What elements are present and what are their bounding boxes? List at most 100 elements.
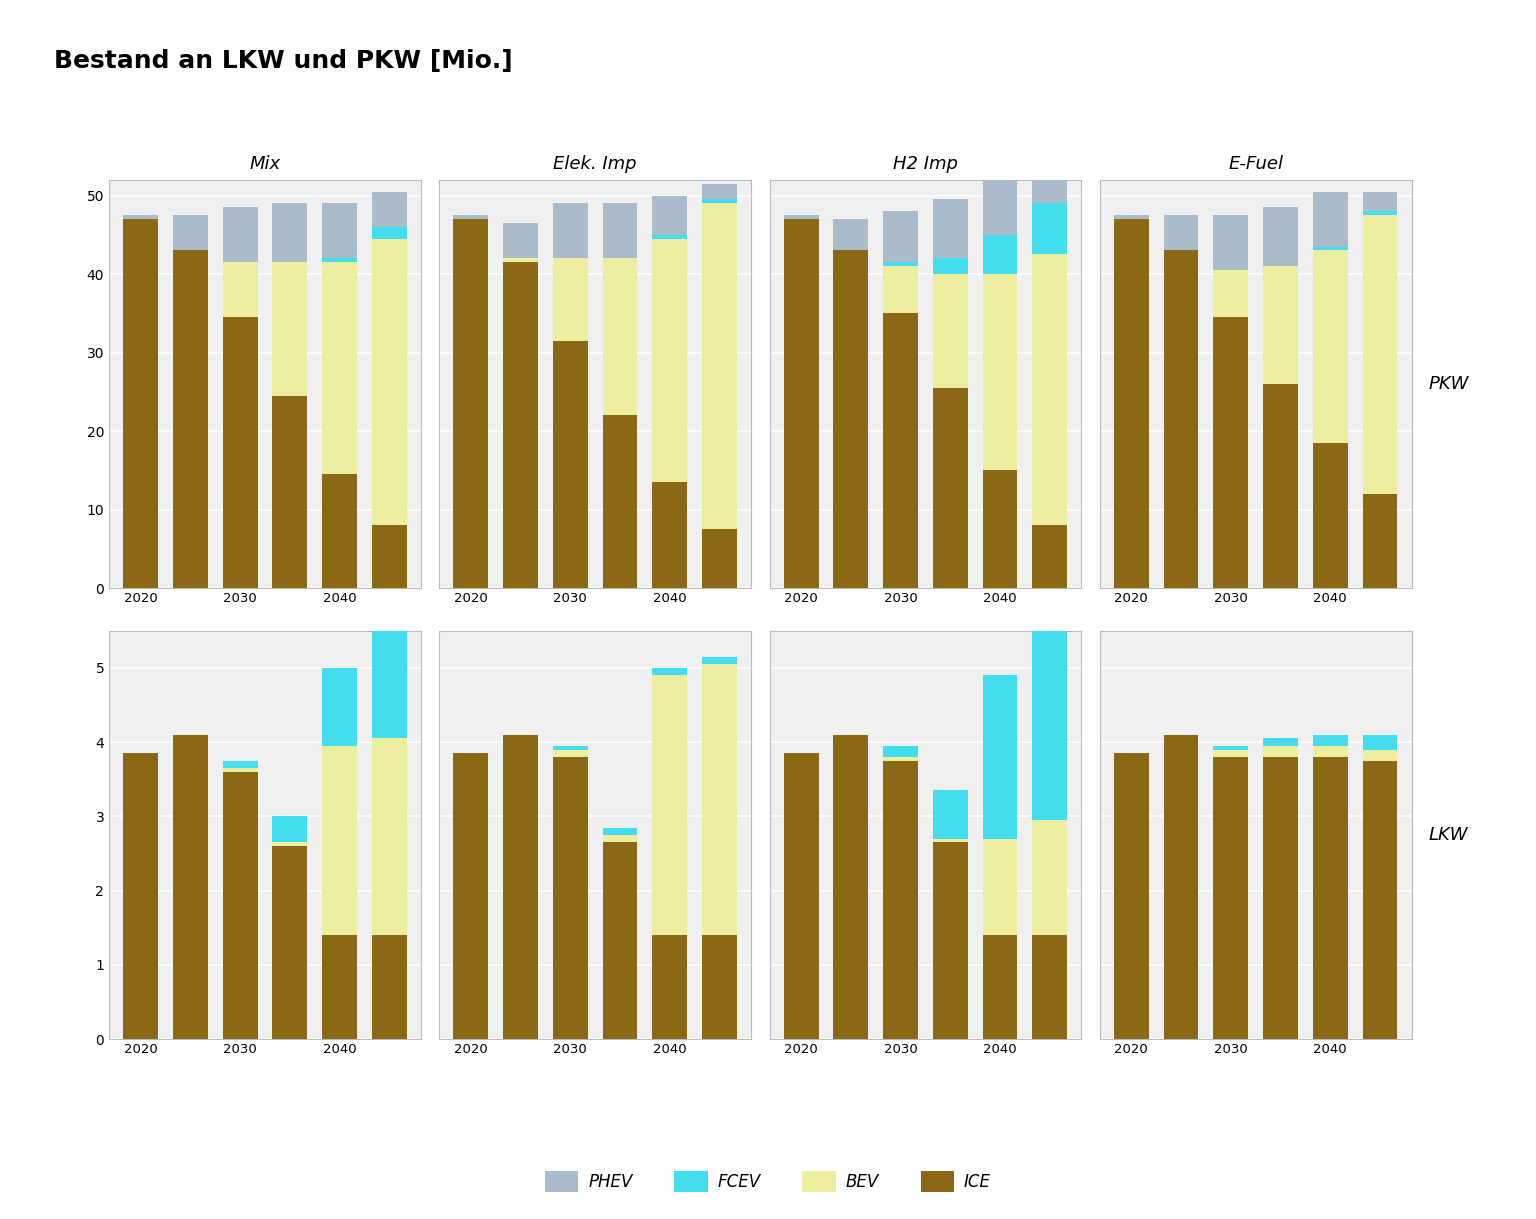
Bar — [272, 262, 307, 396]
Bar — [272, 842, 307, 846]
Bar — [1213, 750, 1249, 757]
Bar — [653, 239, 687, 483]
Bar — [223, 207, 258, 262]
Bar — [1032, 820, 1068, 935]
Bar — [1032, 525, 1068, 588]
Bar — [323, 262, 356, 474]
Bar — [323, 258, 356, 262]
Bar — [883, 211, 919, 262]
Bar — [1313, 250, 1347, 442]
Bar — [983, 839, 1017, 935]
Bar — [504, 258, 538, 262]
Bar — [883, 266, 919, 313]
Bar — [223, 772, 258, 1039]
Bar — [1213, 271, 1249, 317]
Bar — [372, 616, 407, 739]
Bar — [453, 753, 488, 1039]
Bar — [602, 204, 637, 258]
Bar — [1213, 746, 1249, 750]
Bar — [932, 388, 968, 588]
Bar — [1114, 219, 1149, 588]
Bar — [372, 191, 407, 227]
Bar — [372, 525, 407, 588]
Bar — [1313, 442, 1347, 588]
Text: PKW: PKW — [1428, 375, 1468, 393]
Bar — [1114, 215, 1149, 219]
Bar — [1313, 735, 1347, 746]
Bar — [932, 200, 968, 258]
Bar — [1114, 753, 1149, 1039]
Bar — [1362, 735, 1398, 750]
Bar — [834, 250, 868, 588]
Bar — [272, 817, 307, 842]
Bar — [932, 842, 968, 1039]
Bar — [1313, 246, 1347, 250]
Bar — [983, 471, 1017, 588]
Bar — [983, 675, 1017, 839]
Bar — [323, 474, 356, 588]
Bar — [372, 739, 407, 935]
Bar — [1032, 935, 1068, 1039]
Bar — [323, 204, 356, 258]
Bar — [174, 250, 207, 588]
Bar — [883, 761, 919, 1039]
Bar — [702, 529, 737, 588]
Bar — [1263, 739, 1298, 746]
Bar — [653, 668, 687, 675]
Bar — [553, 204, 588, 258]
Bar — [372, 227, 407, 239]
Bar — [553, 757, 588, 1039]
Bar — [883, 313, 919, 588]
Bar — [372, 935, 407, 1039]
Bar — [602, 258, 637, 416]
Bar — [653, 483, 687, 588]
Bar — [553, 750, 588, 757]
Bar — [553, 746, 588, 750]
Bar — [553, 341, 588, 588]
Bar — [323, 935, 356, 1039]
Bar — [553, 258, 588, 341]
Bar — [932, 258, 968, 274]
Title: E-Fuel: E-Fuel — [1229, 155, 1283, 173]
Title: Mix: Mix — [249, 155, 281, 173]
Bar — [272, 396, 307, 588]
Bar — [174, 735, 207, 1039]
Bar — [702, 657, 737, 664]
Bar — [702, 935, 737, 1039]
Bar — [1362, 191, 1398, 211]
Bar — [983, 274, 1017, 471]
Bar — [702, 200, 737, 204]
Bar — [983, 935, 1017, 1039]
Bar — [783, 215, 819, 219]
Bar — [883, 746, 919, 757]
Bar — [1032, 619, 1068, 820]
Bar — [932, 790, 968, 839]
Bar — [504, 223, 538, 258]
Bar — [1263, 266, 1298, 384]
Bar — [123, 215, 158, 219]
Bar — [702, 664, 737, 935]
Bar — [1032, 204, 1068, 255]
Bar — [1263, 746, 1298, 757]
Bar — [453, 219, 488, 588]
Bar — [1213, 215, 1249, 271]
Bar — [883, 262, 919, 266]
Bar — [602, 416, 637, 588]
Bar — [834, 735, 868, 1039]
Bar — [504, 262, 538, 588]
Bar — [834, 219, 868, 250]
Bar — [602, 842, 637, 1039]
Bar — [602, 828, 637, 835]
Bar — [372, 239, 407, 525]
Bar — [1213, 317, 1249, 588]
Bar — [983, 235, 1017, 274]
Bar — [1313, 746, 1347, 757]
Bar — [1032, 179, 1068, 204]
Bar — [1313, 191, 1347, 246]
Bar — [223, 761, 258, 768]
Title: Elek. Imp: Elek. Imp — [553, 155, 637, 173]
Bar — [272, 846, 307, 1039]
Bar — [323, 668, 356, 746]
Bar — [783, 219, 819, 588]
Bar — [1362, 215, 1398, 494]
